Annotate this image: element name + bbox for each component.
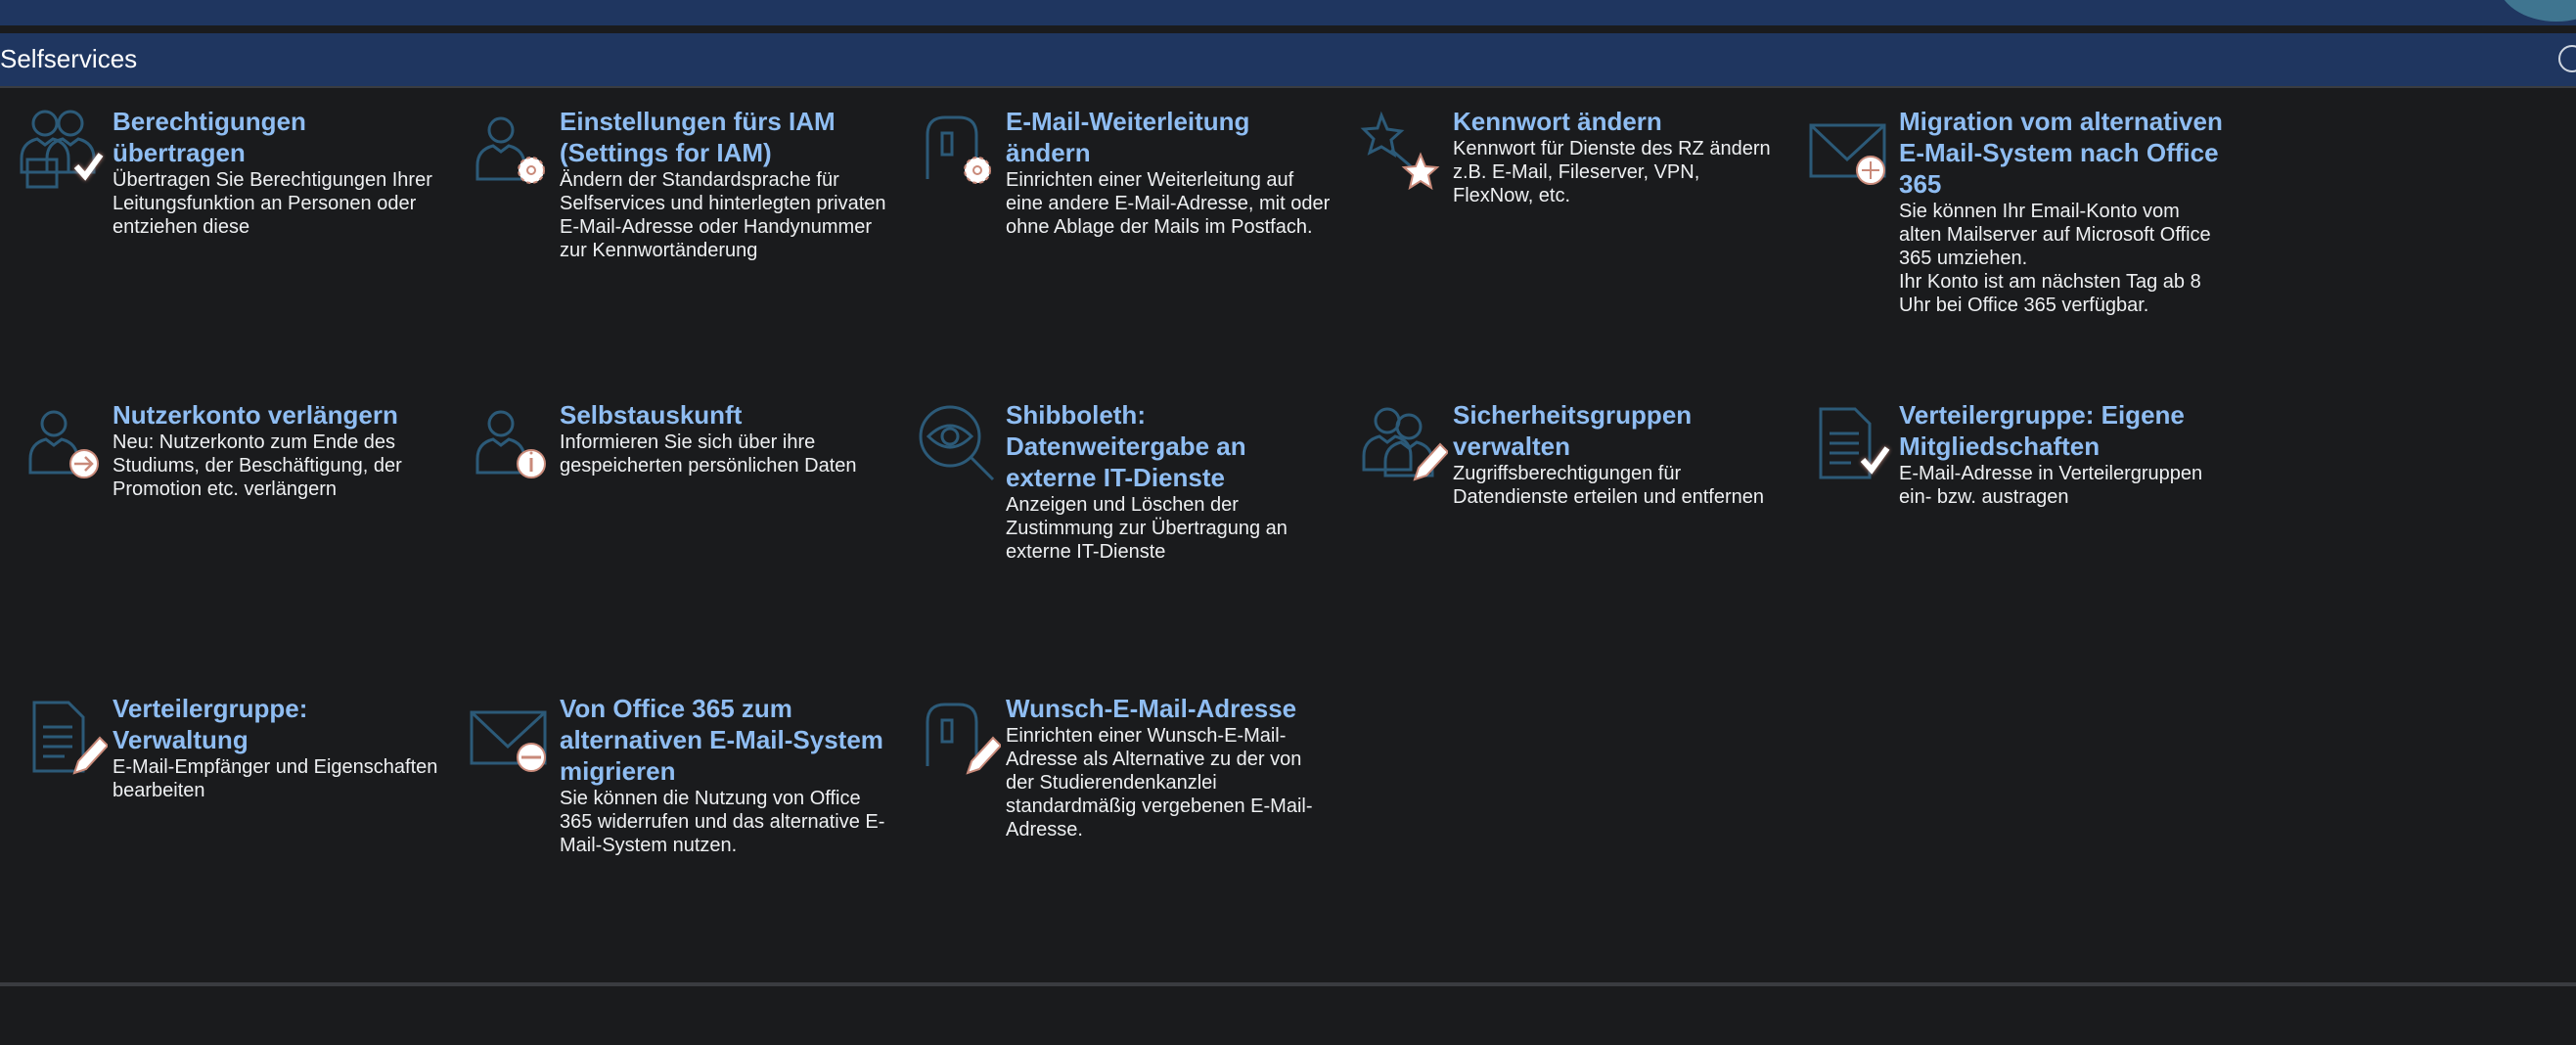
service-title[interactable]: Selbstauskunft [560, 400, 743, 430]
service-description: Einrichten einer Wunsch-E-Mail-Adresse a… [1006, 725, 1313, 841]
service-title[interactable]: Wunsch-E-Mail-Adresse [1006, 694, 1297, 723]
section-title: Selfservices [0, 44, 138, 73]
service-description: Kennwort für Dienste des RZ ändern z.B. … [1453, 138, 1771, 206]
mailbox-gear-icon [926, 115, 991, 184]
list-pencil-icon [32, 701, 108, 775]
service-description: Sie können Ihr Email-Konto vom alten Mai… [1899, 201, 2211, 269]
service-description: Übertragen Sie Berechtigungen Ihrer Leit… [113, 169, 432, 238]
collapse-icon[interactable] [2558, 45, 2576, 72]
service-title[interactable]: Berechtigungen übertragen [113, 107, 306, 167]
service-title[interactable]: Migration vom alternativen E-Mail-System… [1899, 107, 2223, 199]
avatar[interactable] [2498, 0, 2576, 22]
service-title[interactable]: Sicherheitsgruppen verwalten [1453, 400, 1693, 461]
mail-plus-icon [1809, 123, 1886, 185]
service-title[interactable]: Verteilergruppe: Verwaltung [113, 694, 308, 754]
mailbox-pencil-icon [926, 703, 1001, 775]
eye-magnifier-icon [919, 405, 995, 481]
divider [0, 982, 2576, 986]
service-description: E-Mail-Adresse in Verteilergruppen ein- … [1899, 463, 2203, 508]
service-description-note: Ihr Konto ist am nächsten Tag ab 8 Uhr b… [1899, 271, 2201, 316]
service-title[interactable]: Einstellungen fürs IAM (Settings for IAM… [560, 107, 836, 167]
user-info-icon [475, 410, 546, 478]
service-description: Ändern der Standardsprache für Selfservi… [560, 169, 886, 261]
service-title[interactable]: Kennwort ändern [1453, 107, 1662, 136]
service-description: Zugriffsberechtigungen für Datendienste … [1453, 463, 1765, 508]
service-title[interactable]: Von Office 365 zum alternativen E-Mail-S… [560, 694, 883, 786]
service-description: Informieren Sie sich über ihre gespeiche… [560, 432, 857, 477]
mail-minus-icon [470, 710, 547, 772]
service-title[interactable]: Nutzerkonto verlängern [113, 400, 398, 430]
user-gear-icon [475, 116, 545, 184]
service-title[interactable]: Shibboleth: Datenweitergabe an externe I… [1006, 400, 1246, 492]
user-arrow-icon [28, 410, 99, 478]
list-check-icon [1819, 407, 1890, 479]
service-title[interactable]: E-Mail-Weiterleitung ändern [1006, 107, 1250, 167]
stars-icon [1360, 111, 1440, 191]
section-header: Selfservices [0, 33, 2576, 88]
service-description: Neu: Nutzerkonto zum Ende des Studiums, … [113, 432, 402, 500]
service-description: E-Mail-Empfänger und Eigenschaften bearb… [113, 756, 438, 801]
service-title[interactable]: Verteilergruppe: Eigene Mitgliedschaften [1899, 400, 2185, 461]
users-check-icon [20, 110, 104, 189]
service-description: Anzeigen und Löschen der Zustimmung zur … [1006, 494, 1288, 563]
top-bar [0, 0, 2576, 25]
users-pencil-icon [1362, 407, 1448, 481]
service-description: Einrichten einer Weiterleitung auf eine … [1006, 169, 1331, 238]
service-description: Sie können die Nutzung von Office 365 wi… [560, 788, 885, 856]
